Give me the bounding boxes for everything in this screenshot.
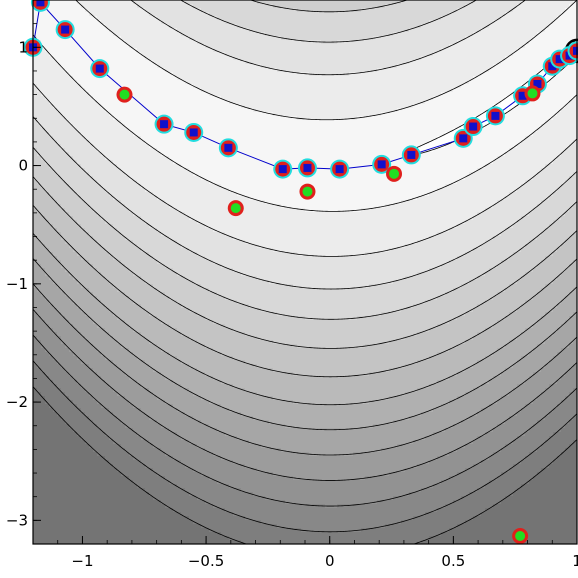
contour-line	[33, 283, 577, 456]
path-point	[518, 91, 527, 100]
data-markers	[23, 0, 578, 544]
path-point	[36, 0, 45, 7]
contour-background	[33, 0, 577, 544]
x-tick-label: −0.5	[188, 552, 224, 570]
path-point	[459, 134, 468, 143]
scatter-point	[527, 88, 538, 99]
path-point	[533, 79, 542, 88]
path-point	[303, 163, 312, 172]
y-tick-label: 0	[18, 157, 28, 175]
path-point	[335, 165, 344, 174]
scatter-point	[230, 203, 241, 214]
path-point	[189, 128, 198, 137]
path-point	[407, 150, 416, 159]
contour-line	[33, 116, 577, 290]
path-point	[160, 120, 169, 129]
scatter-point	[515, 531, 526, 541]
scatter-point	[302, 186, 313, 197]
path-point	[469, 122, 478, 131]
contour-line	[33, 258, 577, 431]
contour-line	[75, 0, 577, 121]
contour-line	[33, 360, 577, 533]
path-point	[95, 64, 104, 73]
y-tick-label: −1	[6, 275, 28, 293]
y-tick-label: −3	[6, 511, 28, 529]
path-point	[548, 62, 557, 71]
y-axis-ticks: 1 0 −1 −2 −3	[6, 0, 41, 545]
contour-line	[249, 0, 409, 13]
x-tick-label: 0.5	[441, 552, 465, 570]
scatter-point	[119, 89, 130, 100]
contour-line	[179, 0, 478, 43]
x-tick-label: 0	[325, 552, 335, 570]
contour-line	[33, 334, 577, 507]
contour-line	[33, 309, 577, 481]
path-point	[555, 55, 564, 64]
path-point	[377, 160, 386, 169]
y-tick-label: −2	[6, 393, 28, 411]
contour-line	[33, 34, 577, 212]
path-point	[491, 111, 500, 120]
contour-line	[33, 233, 577, 406]
contour-line	[33, 204, 577, 378]
path-point	[61, 25, 70, 34]
x-tick-label: 1	[572, 552, 578, 570]
contour-line	[33, 386, 577, 544]
y-tick-label: 1	[18, 38, 28, 56]
path-point	[278, 165, 287, 174]
path-point	[573, 46, 578, 55]
contour-line	[33, 82, 577, 257]
scatter-point	[389, 168, 400, 179]
contour-line	[130, 0, 526, 76]
contour-line	[33, 146, 577, 320]
x-tick-label: −1	[71, 552, 93, 570]
path-point	[224, 143, 233, 152]
contour-line	[33, 176, 577, 349]
x-axis-ticks: −1 −0.5 0 0.5 1	[32, 536, 578, 570]
